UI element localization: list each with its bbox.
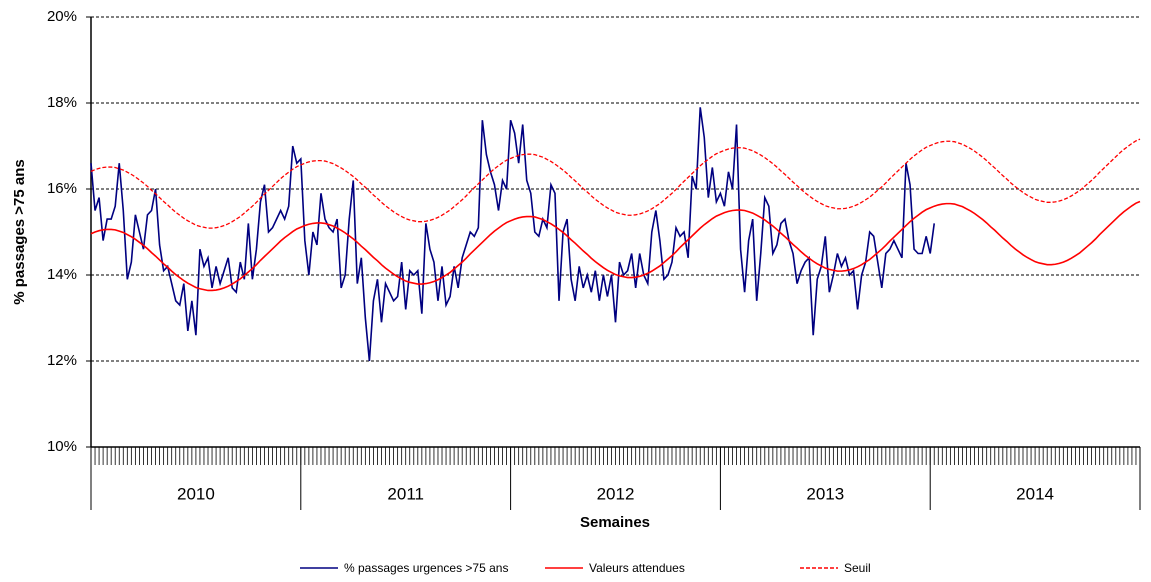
legend-label: Seuil — [844, 561, 871, 575]
y-tick-label: 12% — [47, 352, 77, 369]
x-group-label: 2012 — [597, 484, 635, 503]
x-group-label: 2011 — [387, 484, 424, 503]
y-tick-label: 16% — [47, 180, 77, 197]
y-tick-label: 14% — [47, 266, 77, 283]
x-group-label: 2010 — [177, 484, 215, 503]
series-line — [90, 200, 1141, 292]
x-group-label: 2013 — [806, 484, 844, 503]
y-tick-label: 20% — [47, 8, 77, 25]
series-line — [90, 138, 1141, 229]
y-tick-label: 10% — [47, 438, 77, 455]
y-tick-label: 18% — [47, 94, 77, 111]
x-group-label: 2014 — [1016, 484, 1054, 503]
x-axis-title: Semaines — [580, 514, 650, 531]
series-line — [90, 107, 936, 362]
legend-label: % passages urgences >75 ans — [344, 561, 508, 575]
y-axis-title: % passages >75 ans — [11, 159, 28, 305]
legend-label: Valeurs attendues — [589, 561, 685, 575]
